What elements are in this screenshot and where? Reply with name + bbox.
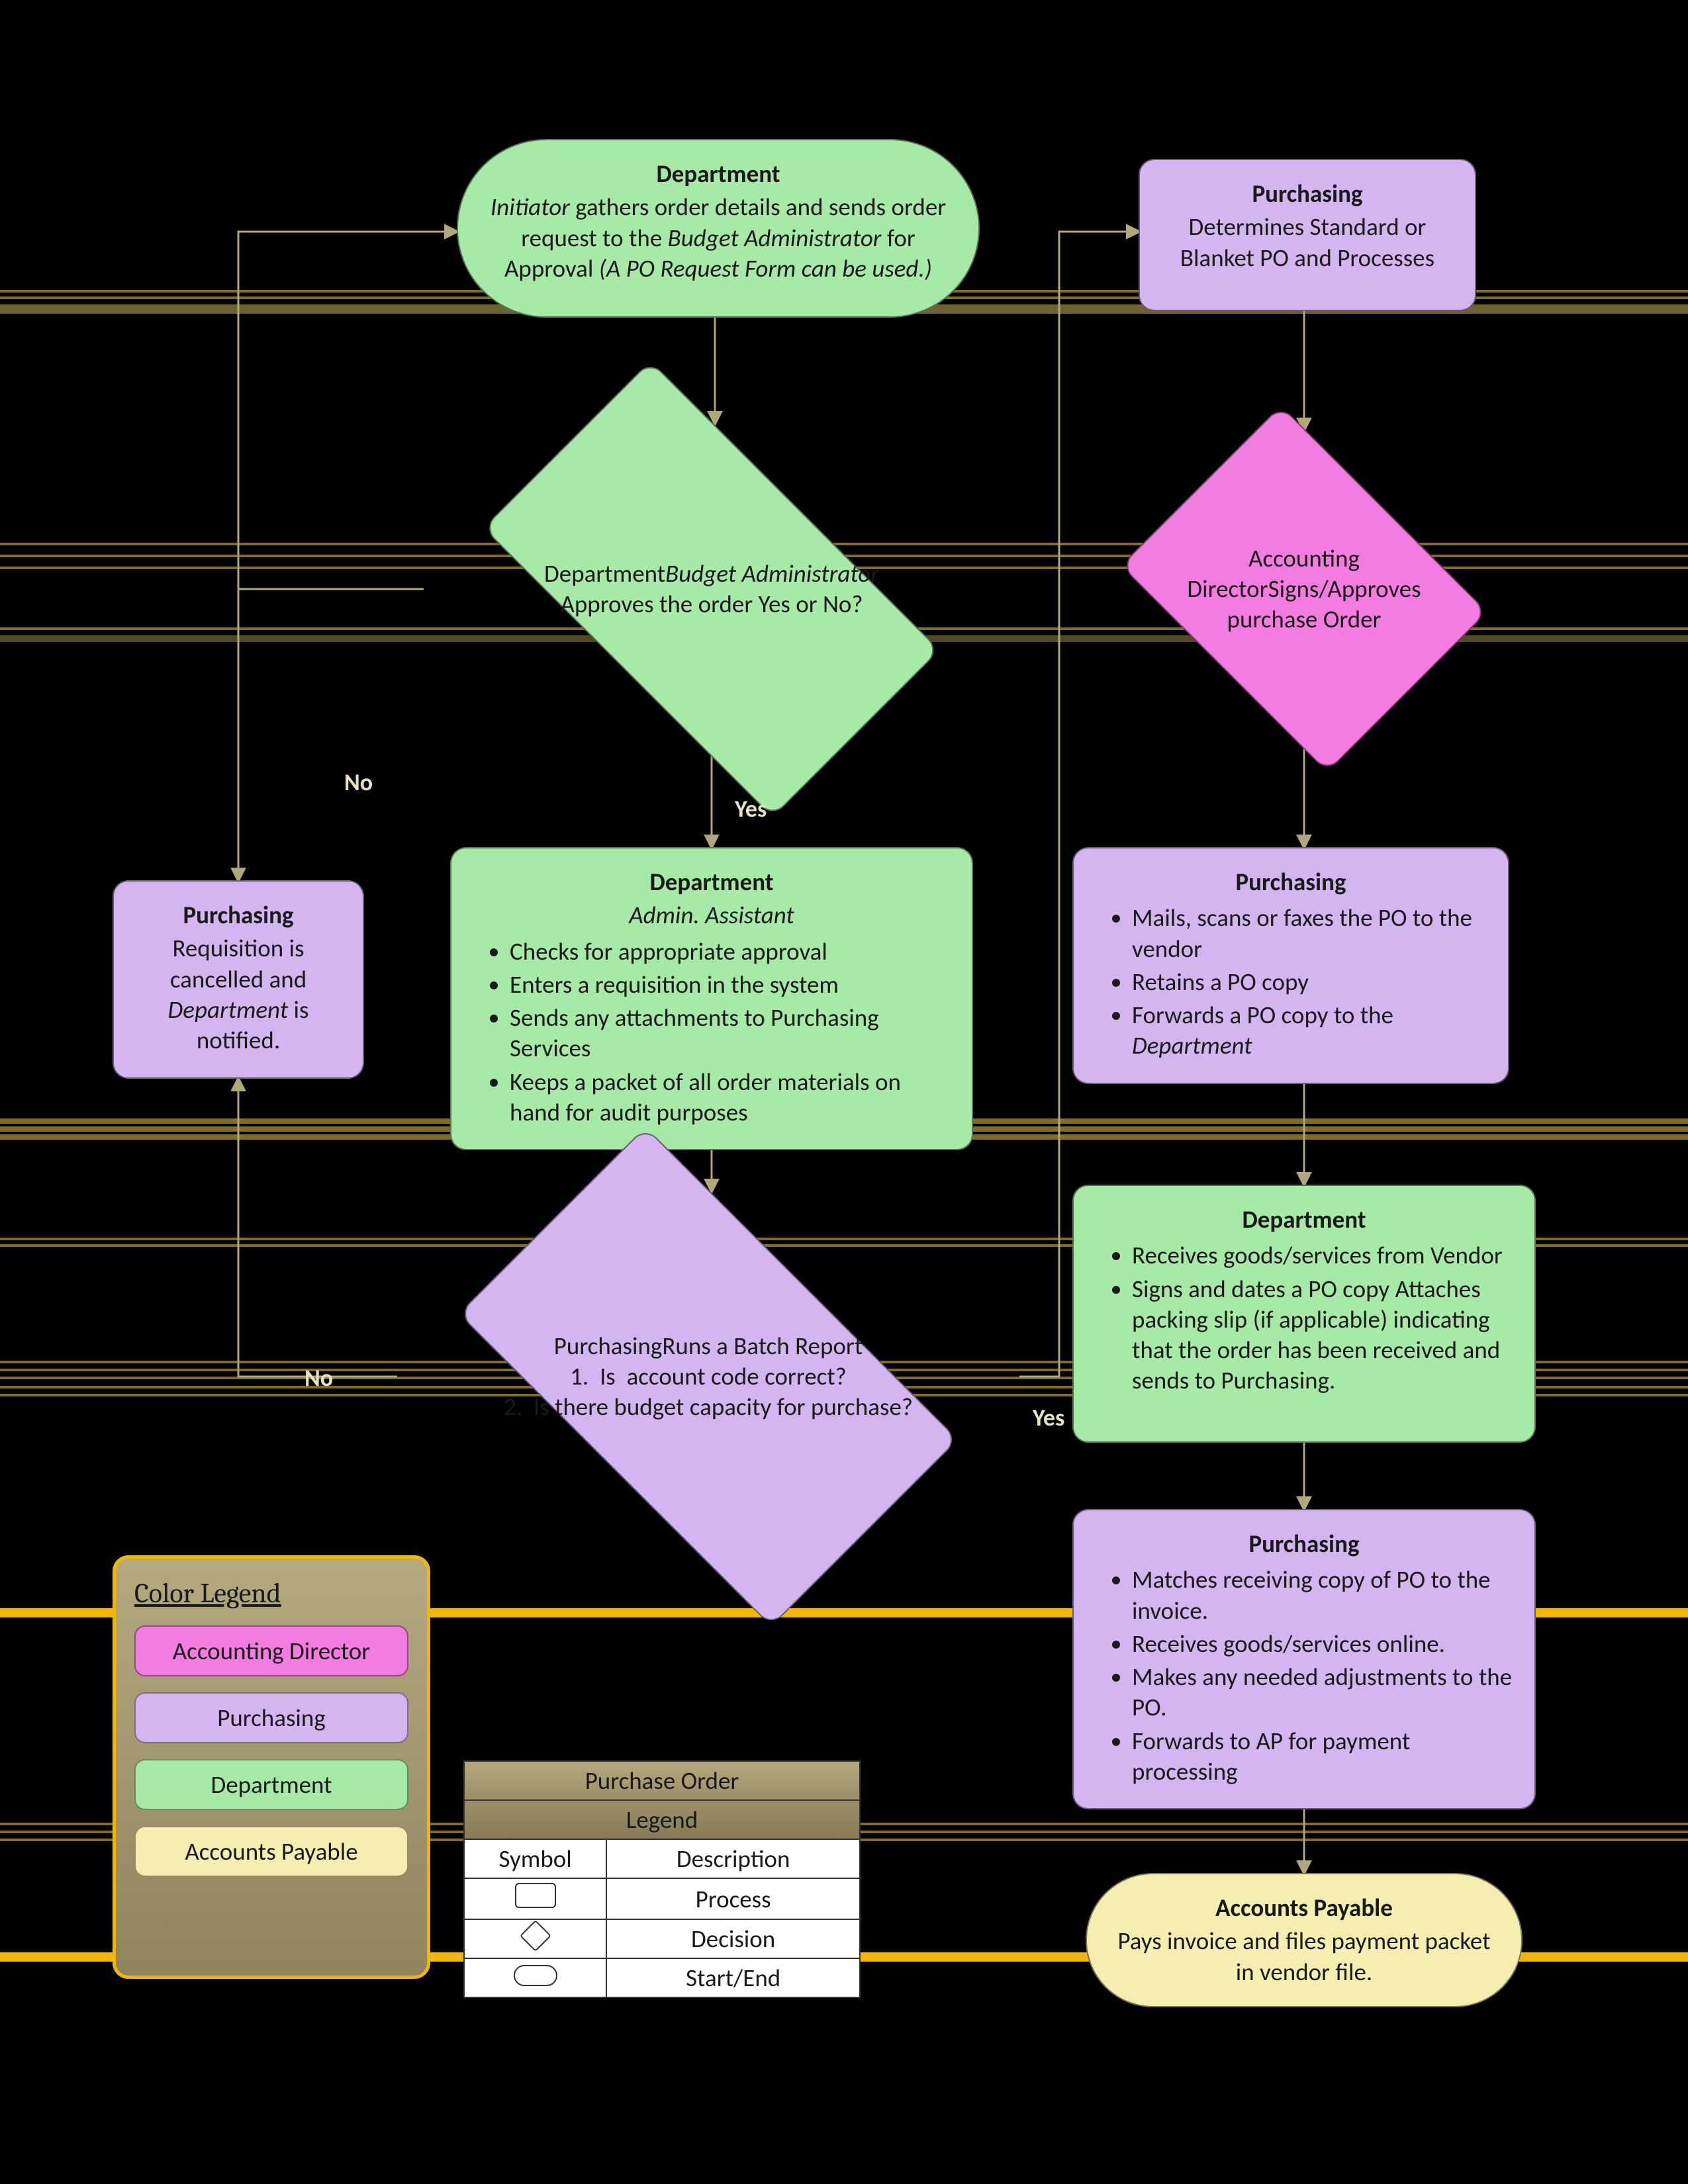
node-n3-text: DepartmentBudget AdministratorApproves t… — [481, 506, 942, 672]
node-n10: PurchasingMatches receiving copy of PO t… — [1072, 1509, 1536, 1809]
symbol-legend-title1: Purchase Order — [463, 1760, 861, 1799]
color-legend-item-accounts_payable: Accounts Payable — [134, 1826, 408, 1877]
node-n5: PurchasingRequisition is cancelled and D… — [113, 880, 364, 1079]
node-n3: DepartmentBudget AdministratorApproves t… — [424, 424, 1000, 754]
symbol-legend-symbol-decision — [464, 1919, 606, 1958]
symbol-legend-desc-startend: Start/End — [606, 1958, 860, 1997]
symbol-legend-desc-process: Process — [606, 1878, 860, 1919]
symbol-legend-symbol-startend — [464, 1958, 606, 1997]
symbol-legend-col-symbol: Symbol — [464, 1839, 606, 1878]
symbol-legend-table: Symbol Description ProcessDecisionStart/… — [463, 1839, 861, 1998]
edge-label-n3-n6: Yes — [735, 794, 767, 823]
edge-label-n8-n5: No — [305, 1363, 333, 1392]
color-legend: Color Legend Accounting Director Purchasi… — [113, 1555, 430, 1979]
symbol-legend-col-desc: Description — [606, 1839, 860, 1878]
node-n7: PurchasingMails, scans or faxes the PO t… — [1072, 847, 1509, 1084]
color-legend-item-purchasing: Purchasing — [134, 1692, 408, 1743]
symbol-legend-row-decision: Decision — [464, 1919, 860, 1958]
node-n8-text: PurchasingRuns a Batch Report1. Is accou… — [459, 1284, 957, 1469]
symbol-legend-title2: Legend — [463, 1799, 861, 1839]
node-n1: DepartmentInitiator gathers order detail… — [457, 139, 980, 318]
symbol-legend: Purchase Order Legend Symbol Description… — [463, 1760, 861, 1998]
node-n8: PurchasingRuns a Batch Report1. Is accou… — [397, 1191, 1019, 1562]
symbol-legend-row-process: Process — [464, 1878, 860, 1919]
edge-label-n3-n5: No — [344, 768, 373, 797]
node-n2: PurchasingDetermines Standard or Blanket… — [1139, 159, 1476, 311]
node-n4: Accounting DirectorSigns/Approves purcha… — [1099, 430, 1509, 748]
node-n4-text: Accounting DirectorSigns/Approves purcha… — [1140, 510, 1468, 668]
symbol-legend-row-startend: Start/End — [464, 1958, 860, 1997]
color-legend-item-department: Department — [134, 1759, 408, 1810]
color-legend-title: Color Legend — [134, 1577, 408, 1610]
symbol-legend-desc-decision: Decision — [606, 1919, 860, 1958]
node-n11: Accounts PayablePays invoice and files p… — [1086, 1873, 1523, 2007]
edge-label-n8-n2: Yes — [1033, 1403, 1064, 1432]
color-legend-item-accounting_director: Accounting Director — [134, 1625, 408, 1676]
node-n9: DepartmentReceives goods/services from V… — [1072, 1185, 1536, 1443]
node-n6: DepartmentAdmin. AssistantChecks for app… — [450, 847, 973, 1150]
symbol-legend-symbol-process — [464, 1878, 606, 1919]
